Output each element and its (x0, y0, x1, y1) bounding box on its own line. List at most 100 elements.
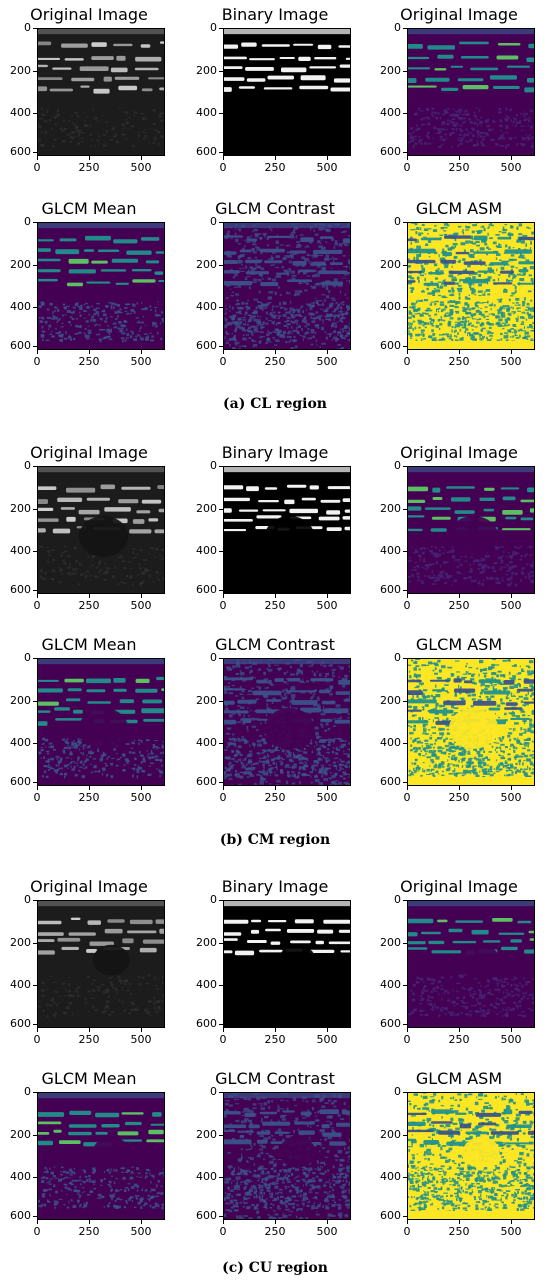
lower-texture (527, 572, 531, 575)
x-tick-label: 250 (448, 161, 470, 174)
lower-texture (510, 119, 512, 122)
texture-speck (467, 297, 471, 300)
tissue-band (256, 515, 282, 519)
lower-texture (225, 318, 228, 322)
lower-texture (316, 569, 320, 573)
texture-speck (291, 771, 295, 774)
lower-texture (504, 324, 509, 327)
lower-texture (37, 125, 42, 129)
lower-texture (74, 774, 78, 777)
lower-texture (152, 745, 156, 749)
texture-speck (415, 333, 420, 337)
lower-texture (152, 321, 155, 325)
lower-texture (105, 131, 109, 133)
texture-speck (459, 280, 461, 283)
lower-texture (84, 572, 86, 575)
tissue-band (518, 269, 529, 273)
lower-texture (151, 335, 154, 338)
lower-texture (440, 564, 442, 568)
tissue-band (100, 269, 127, 272)
texture-speck (229, 343, 231, 347)
y-tick-label: 600 (196, 583, 217, 596)
texture-speck (422, 709, 425, 711)
texture-speck (267, 238, 270, 240)
texture-speck (313, 703, 315, 707)
texture-speck (257, 743, 262, 747)
texture-speck (251, 717, 256, 721)
y-tick-label: 600 (10, 339, 31, 352)
lower-texture (450, 333, 452, 337)
tissue-band (52, 528, 71, 534)
lower-texture (469, 138, 473, 142)
texture-speck (434, 300, 439, 303)
surface-band (223, 28, 351, 35)
lower-texture (96, 576, 99, 578)
lower-texture (462, 326, 467, 329)
texture-speck (422, 271, 425, 273)
texture-speck (249, 774, 255, 778)
lower-texture (150, 752, 154, 755)
tissue-band (86, 678, 111, 684)
lower-texture (329, 313, 333, 316)
lower-texture (322, 755, 325, 758)
lower-texture (122, 127, 124, 131)
texture-speck (349, 713, 351, 717)
lower-texture (100, 754, 104, 758)
lower-texture (250, 319, 252, 322)
lower-texture (63, 128, 68, 130)
lower-texture (423, 547, 426, 550)
lower-texture (291, 765, 294, 768)
texture-speck (422, 324, 425, 327)
lower-texture (272, 762, 276, 765)
x-tick-label: 250 (78, 599, 100, 612)
texture-speck (463, 769, 468, 774)
texture-speck (311, 285, 317, 289)
texture-speck (262, 232, 267, 236)
lower-texture (105, 570, 110, 574)
lower-texture (305, 332, 310, 334)
texture-speck (465, 665, 468, 668)
lower-texture (161, 745, 165, 749)
lower-texture (480, 339, 483, 341)
texture-speck (431, 726, 436, 729)
texture-speck (335, 301, 338, 304)
texture-speck (263, 755, 267, 758)
lower-texture (524, 335, 526, 337)
texture-speck (490, 313, 495, 315)
texture-speck (227, 255, 232, 258)
lower-texture (532, 315, 535, 318)
tissue-band (37, 77, 63, 80)
texture-speck (482, 763, 486, 767)
texture-speck (514, 766, 517, 769)
x-tick-label: 0 (219, 355, 227, 368)
lower-texture (142, 138, 147, 140)
texture-speck (432, 229, 438, 232)
lower-texture (340, 302, 342, 305)
lower-texture (276, 768, 278, 770)
texture-speck (301, 664, 303, 667)
texture-speck (502, 659, 508, 662)
lower-texture (78, 769, 81, 772)
lower-texture (428, 142, 432, 145)
texture-speck (448, 741, 452, 745)
texture-speck (320, 269, 325, 272)
texture-speck (449, 743, 455, 745)
lower-texture (160, 752, 163, 754)
texture-speck (423, 729, 427, 732)
texture-speck (287, 349, 293, 350)
lower-texture (275, 757, 279, 760)
x-tick-label: 250 (264, 599, 286, 612)
texture-speck (237, 284, 241, 288)
lower-texture (325, 739, 328, 741)
texture-speck (263, 307, 265, 310)
texture-speck (473, 283, 475, 286)
texture-speck (439, 338, 445, 341)
lower-texture (72, 306, 76, 309)
lower-texture (338, 763, 342, 767)
lower-texture (338, 313, 340, 315)
panel-image (407, 658, 535, 786)
lower-texture (289, 754, 292, 758)
lower-texture (37, 111, 39, 114)
lower-texture (332, 747, 335, 749)
lower-texture (45, 750, 50, 753)
